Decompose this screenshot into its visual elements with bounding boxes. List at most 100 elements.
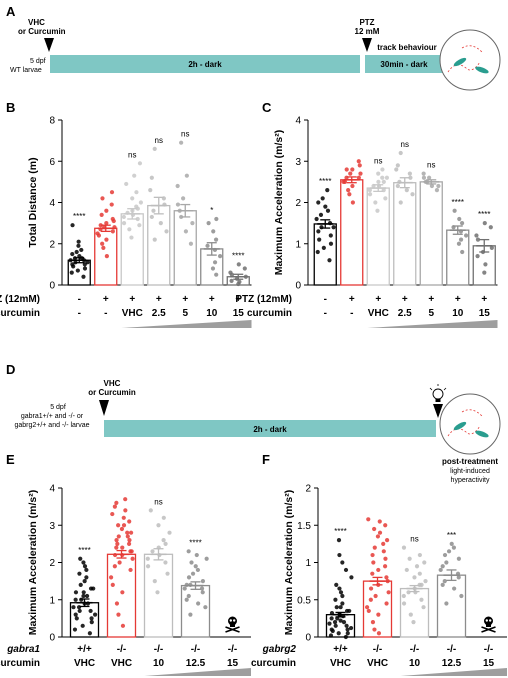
panel-letter-e: E — [6, 452, 15, 467]
dose-wedge — [144, 668, 251, 676]
data-point — [410, 192, 415, 197]
schematic-d: VHC or Curcumin 5 dpf gabra1+/+ and -/- … — [14, 379, 501, 484]
data-point — [149, 175, 154, 180]
data-point — [195, 567, 200, 573]
schematic-a-bar-label-1: 2h - dark — [188, 60, 222, 69]
bar — [419, 181, 443, 286]
data-point — [74, 616, 79, 621]
data-point — [375, 534, 381, 539]
dose-wedge — [400, 668, 507, 676]
data-point — [163, 541, 168, 546]
data-point — [186, 575, 192, 580]
y-tick-label: 2 — [305, 484, 311, 495]
data-point — [196, 601, 201, 606]
data-point — [444, 601, 449, 606]
data-point — [128, 549, 133, 554]
row-label: curcumin — [0, 308, 40, 319]
data-point — [368, 586, 374, 591]
row-value-label: 15 — [233, 308, 245, 319]
panel-letter-f: F — [262, 452, 270, 467]
data-point — [186, 549, 191, 554]
data-point — [76, 239, 81, 244]
data-point — [78, 556, 83, 561]
bar — [446, 229, 470, 286]
data-point — [317, 237, 322, 242]
data-point — [210, 266, 216, 271]
y-tick-label: 0 — [305, 633, 311, 644]
data-point — [372, 545, 377, 550]
data-point — [340, 560, 345, 565]
data-point — [456, 575, 461, 580]
data-point — [460, 249, 465, 255]
significance-label: **** — [452, 198, 464, 207]
data-point — [458, 237, 464, 242]
data-point — [338, 618, 343, 623]
data-point — [203, 605, 208, 610]
data-point — [190, 221, 195, 226]
row-label: PTZ (12mM) — [0, 294, 40, 305]
data-point — [340, 601, 345, 606]
y-tick-label: 1 — [305, 558, 311, 569]
data-point — [116, 523, 121, 528]
data-point — [440, 564, 445, 569]
data-point — [421, 175, 427, 180]
significance-label: ns — [154, 497, 162, 506]
data-point — [163, 560, 168, 565]
data-point — [367, 188, 372, 193]
row-value-label: 10 — [153, 658, 165, 669]
data-point — [145, 564, 151, 569]
data-point — [81, 593, 86, 599]
data-point — [375, 208, 380, 213]
data-point — [404, 188, 409, 193]
data-point — [179, 140, 184, 145]
row-value-label: -/- — [154, 644, 163, 655]
data-point — [368, 597, 373, 602]
data-point — [346, 188, 351, 193]
data-point — [184, 597, 189, 602]
data-point — [121, 523, 127, 528]
data-point — [401, 545, 407, 550]
data-point — [318, 212, 324, 217]
data-point — [204, 556, 209, 561]
data-point — [69, 270, 74, 275]
data-point — [149, 214, 154, 220]
significance-label: **** — [73, 212, 85, 221]
data-point — [337, 552, 342, 558]
data-point — [421, 171, 426, 176]
row-value-label: + — [455, 294, 461, 305]
data-point — [228, 270, 233, 275]
data-point — [327, 621, 332, 626]
data-point — [193, 564, 198, 569]
data-point — [336, 631, 341, 636]
significance-label: **** — [78, 546, 90, 555]
data-point — [155, 590, 160, 595]
data-point — [463, 233, 469, 238]
significance-label: **** — [232, 251, 244, 260]
row-label: gabrg2 — [262, 644, 297, 655]
significance-label: **** — [334, 527, 346, 536]
data-point — [123, 508, 128, 513]
y-axis-label: Maximum Acceleration (m/s²) — [283, 490, 295, 635]
data-point — [164, 229, 169, 234]
data-point — [334, 582, 339, 587]
data-point — [120, 623, 126, 628]
data-point — [449, 541, 454, 546]
larvae-dish-icon-2 — [439, 393, 501, 455]
data-point — [381, 179, 386, 184]
schematic-a-bar-label-2: 30min - dark — [380, 60, 428, 69]
row-value-label: + — [349, 294, 355, 305]
data-point — [120, 545, 125, 550]
data-point — [200, 579, 205, 584]
row-value-label: + — [235, 294, 241, 305]
data-point — [376, 612, 381, 617]
data-point — [81, 590, 86, 595]
data-point — [394, 167, 399, 172]
data-point — [148, 508, 153, 513]
row-value-label: 5 — [428, 308, 434, 319]
data-point — [436, 183, 441, 189]
data-point — [407, 556, 412, 561]
row-value-label: +/+ — [333, 644, 348, 655]
data-point — [423, 579, 428, 584]
data-point — [370, 552, 375, 558]
schematic-a-ptz-label-1: PTZ — [359, 18, 374, 27]
